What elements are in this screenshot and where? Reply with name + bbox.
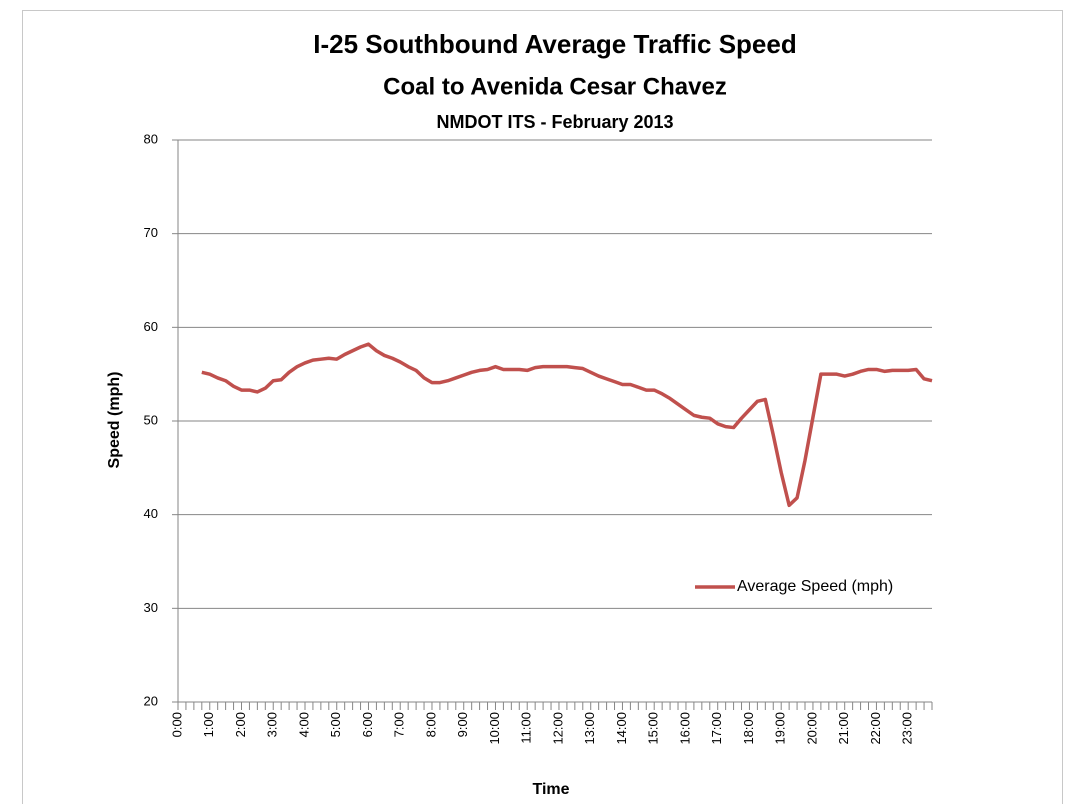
x-tick-label: 18:00	[741, 712, 756, 745]
x-tick-label: 17:00	[709, 712, 724, 745]
legend-label: Average Speed (mph)	[737, 578, 893, 595]
x-tick-label: 13:00	[582, 712, 597, 745]
chart-subtitle: Coal to Avenida Cesar Chavez	[383, 73, 727, 100]
x-tick-label: 20:00	[804, 712, 819, 745]
x-tick-label: 3:00	[265, 712, 280, 737]
x-tick-label: 0:00	[169, 712, 184, 737]
x-tick-label: 19:00	[773, 712, 788, 745]
chart-subtitle: NMDOT ITS - February 2013	[436, 112, 673, 132]
x-tick-label: 5:00	[328, 712, 343, 737]
x-axis-label: Time	[532, 781, 569, 798]
chart-title: I-25 Southbound Average Traffic Speed	[313, 29, 797, 59]
x-tick-label: 12:00	[550, 712, 565, 745]
y-tick-label: 30	[144, 600, 158, 615]
x-tick-label: 6:00	[360, 712, 375, 737]
x-tick-label: 4:00	[296, 712, 311, 737]
y-axis-label: Speed (mph)	[106, 372, 123, 469]
series-line	[201, 342, 933, 508]
x-tick-label: 23:00	[900, 712, 915, 745]
x-tick-label: 10:00	[487, 712, 502, 745]
x-tick-label: 1:00	[201, 712, 216, 737]
x-tick-label: 8:00	[423, 712, 438, 737]
y-tick-label: 40	[144, 506, 158, 521]
x-tick-label: 15:00	[646, 712, 661, 745]
y-tick-label: 20	[144, 693, 158, 708]
x-tick-label: 2:00	[233, 712, 248, 737]
y-tick-label: 50	[144, 412, 158, 427]
y-tick-label: 70	[144, 225, 158, 240]
x-tick-label: 16:00	[677, 712, 692, 745]
y-tick-label: 60	[144, 319, 158, 334]
x-tick-label: 21:00	[836, 712, 851, 745]
y-tick-label: 80	[144, 131, 158, 146]
x-tick-label: 14:00	[614, 712, 629, 745]
x-tick-label: 9:00	[455, 712, 470, 737]
chart-frame	[22, 10, 1063, 804]
x-tick-label: 22:00	[868, 712, 883, 745]
x-tick-label: 7:00	[392, 712, 407, 737]
x-tick-label: 11:00	[519, 712, 534, 744]
